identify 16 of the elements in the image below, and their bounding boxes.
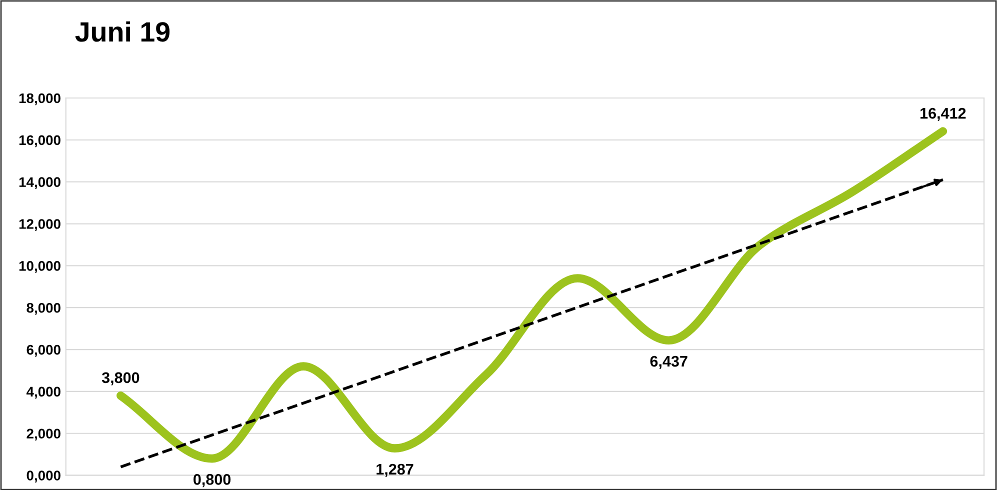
data-label: 16,412: [920, 108, 966, 121]
data-label: 3,800: [102, 372, 140, 386]
y-tick-label: 0,000: [26, 470, 60, 482]
y-tick-label: 16,000: [19, 135, 60, 148]
y-tick-label: 14,000: [19, 177, 60, 190]
y-tick-label: 4,000: [26, 386, 60, 399]
y-tick-label: 6,000: [26, 344, 60, 357]
chart-title: Juni 19: [75, 21, 170, 42]
y-tick-label: 10,000: [19, 261, 60, 273]
y-tick-label: 8,000: [26, 302, 60, 315]
data-label: 6,437: [650, 356, 688, 369]
data-label: 1,287: [376, 464, 414, 477]
data-label: 0,800: [194, 474, 231, 488]
y-tick-label: 2,000: [26, 428, 60, 441]
y-tick-label: 18,000: [19, 93, 60, 106]
y-tick-label: 12,000: [19, 219, 60, 231]
